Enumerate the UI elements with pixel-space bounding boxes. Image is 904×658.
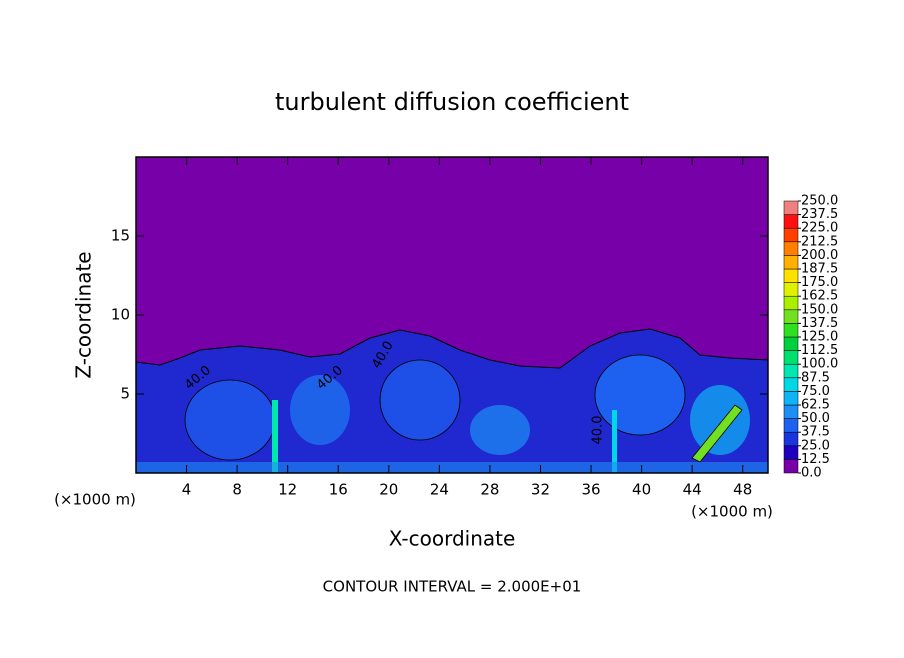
colorbar-label: 175.0 xyxy=(801,275,838,290)
surface-layer xyxy=(136,462,768,473)
contour-label: 40.0 xyxy=(591,416,606,445)
x-tick-label: 8 xyxy=(232,481,242,499)
colorbar-label: 37.5 xyxy=(801,425,830,440)
colorbar-bin xyxy=(783,214,799,229)
colorbar-bin xyxy=(783,363,799,379)
x-tick-label: 48 xyxy=(733,481,752,499)
colorbar-label: 125.0 xyxy=(801,330,838,345)
colorbar-label: 162.5 xyxy=(801,289,838,304)
colorbar-bin xyxy=(783,350,799,365)
colorbar-label: 50.0 xyxy=(801,411,830,426)
eddy xyxy=(290,375,350,445)
y-tick-label: 5 xyxy=(120,385,130,403)
plume xyxy=(691,404,743,463)
x-tick-label: 4 xyxy=(182,481,192,499)
colorbar-bin xyxy=(783,404,799,419)
eddy xyxy=(470,405,530,455)
colorbar-label: 112.5 xyxy=(801,343,838,358)
x-tick-label: 32 xyxy=(531,481,550,499)
colorbar-label: 150.0 xyxy=(801,302,838,317)
y-tick-label: 15 xyxy=(111,227,130,245)
colorbar-bin xyxy=(783,323,799,338)
colorbar-bin xyxy=(783,268,799,283)
colorbar-label: 75.0 xyxy=(801,384,830,399)
x-unit-right: (×1000 m) xyxy=(691,503,773,521)
x-tick-label: 44 xyxy=(683,481,702,499)
colorbar-bin xyxy=(783,295,799,311)
x-tick-label: 12 xyxy=(278,481,297,499)
colorbar-label: 12.5 xyxy=(801,452,830,467)
footer: CONTOUR INTERVAL = 2.000E+01 xyxy=(323,578,582,596)
colorbar-label: 225.0 xyxy=(801,221,838,236)
x-tick-label: 28 xyxy=(480,481,499,499)
colorbar-label: 250.0 xyxy=(801,194,838,209)
colorbar-label: 237.5 xyxy=(801,207,838,222)
x-tick-label: 36 xyxy=(581,481,600,499)
colorbar-label: 187.5 xyxy=(801,262,838,277)
colorbar-label: 200.0 xyxy=(801,248,838,263)
colorbar-bin xyxy=(783,391,799,406)
colorbar-bin xyxy=(783,241,799,256)
x-tick-label: 40 xyxy=(632,481,651,499)
colorbar-bin xyxy=(783,282,799,297)
colorbar-label: 87.5 xyxy=(801,370,830,385)
colorbar-bin xyxy=(783,255,799,270)
x-tick-label: 24 xyxy=(430,481,449,499)
colorbar-bin xyxy=(783,227,799,243)
colorbar-label: 0.0 xyxy=(801,466,822,481)
eddy xyxy=(594,354,686,436)
field xyxy=(135,157,769,474)
colorbar-label: 62.5 xyxy=(801,398,830,413)
y-tick-label: 10 xyxy=(111,306,130,324)
x-axis-label: X-coordinate xyxy=(389,527,516,551)
eddy xyxy=(184,379,276,461)
colorbar-label: 212.5 xyxy=(801,234,838,249)
colorbar-bin xyxy=(783,445,799,460)
colorbar-bin xyxy=(783,336,799,351)
eddy xyxy=(690,385,750,455)
x-tick-label: 20 xyxy=(379,481,398,499)
colorbar-bin xyxy=(783,459,799,474)
plume xyxy=(612,410,617,472)
plume xyxy=(272,400,278,472)
x-unit-left: (×1000 m) xyxy=(54,491,136,509)
colorbar-label: 100.0 xyxy=(801,357,838,372)
colorbar-bin xyxy=(783,377,799,392)
colorbar-bin xyxy=(783,200,799,215)
colorbar-bin xyxy=(783,418,799,433)
y-axis-label: Z-coordinate xyxy=(72,251,96,378)
colorbar-label: 137.5 xyxy=(801,316,838,331)
colorbar-bin xyxy=(783,431,799,447)
eddy xyxy=(379,359,461,441)
chart-title: turbulent diffusion coefficient xyxy=(275,88,629,116)
x-tick-label: 16 xyxy=(329,481,348,499)
colorbar-bin xyxy=(783,309,799,324)
colorbar-label: 25.0 xyxy=(801,438,830,453)
